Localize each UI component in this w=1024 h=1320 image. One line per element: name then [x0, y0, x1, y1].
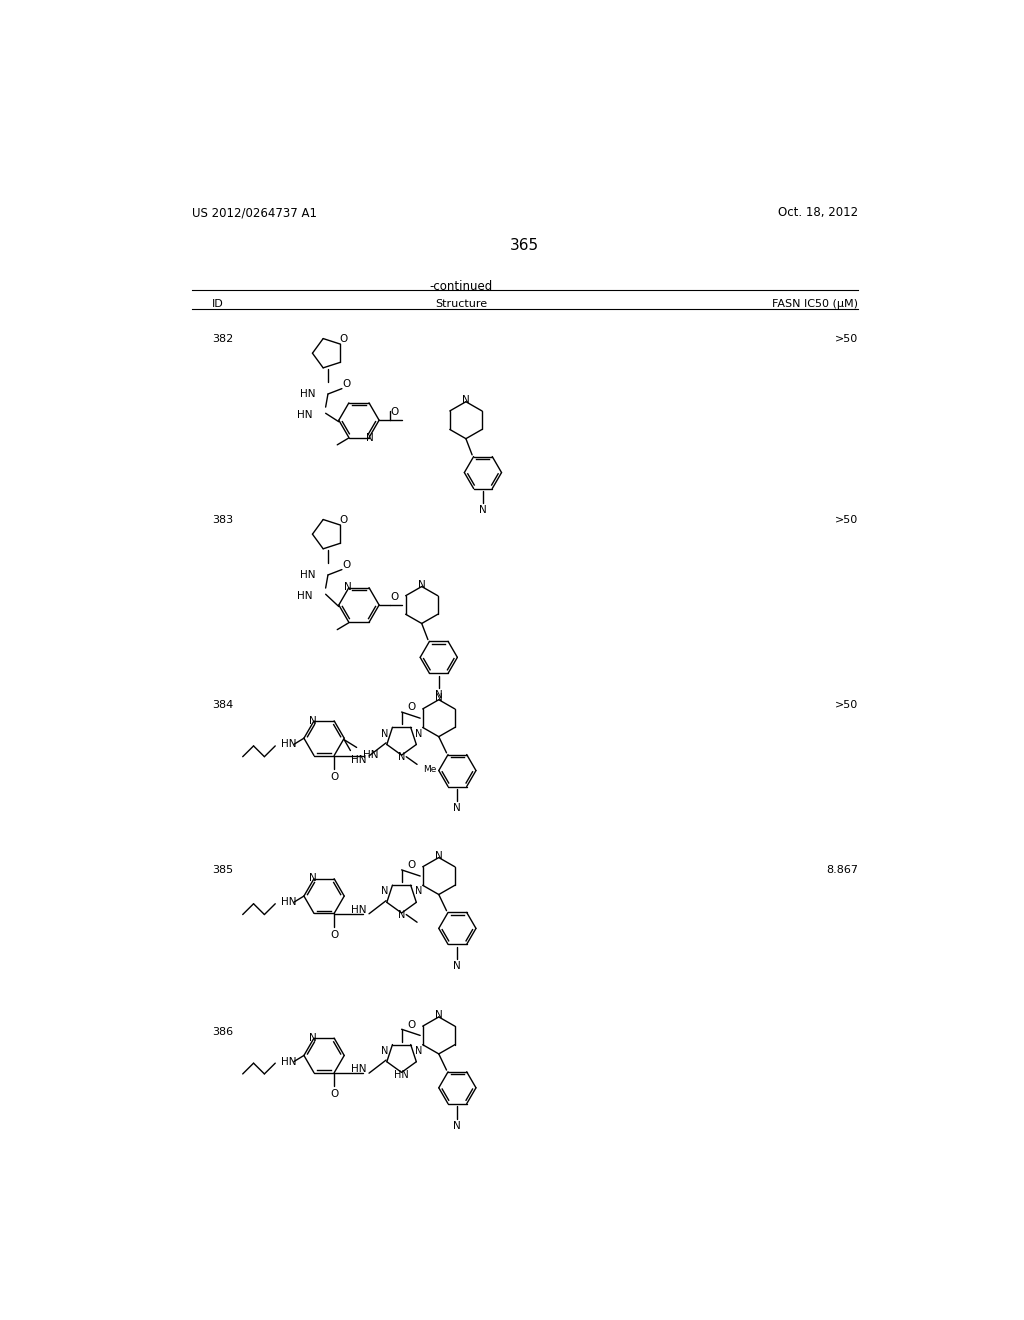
Text: N: N [398, 751, 406, 762]
Text: N: N [454, 1121, 461, 1130]
Text: HN: HN [351, 1064, 367, 1074]
Text: HN: HN [297, 409, 312, 420]
Text: HN: HN [351, 755, 367, 764]
Text: 8.867: 8.867 [826, 866, 858, 875]
Text: HN: HN [297, 591, 312, 601]
Text: 365: 365 [510, 238, 540, 252]
Text: O: O [390, 591, 398, 602]
Text: N: N [462, 395, 470, 405]
Text: O: O [339, 515, 347, 525]
Text: 384: 384 [212, 700, 232, 710]
Text: N: N [435, 1010, 442, 1020]
Text: HN: HN [282, 739, 297, 750]
Text: N: N [454, 804, 461, 813]
Text: FASN IC50 (μM): FASN IC50 (μM) [772, 298, 858, 309]
Text: N: N [418, 579, 426, 590]
Text: O: O [408, 702, 416, 713]
Text: 382: 382 [212, 334, 232, 345]
Text: N: N [479, 506, 486, 515]
Text: N: N [309, 1032, 317, 1043]
Text: N: N [381, 729, 388, 739]
Text: >50: >50 [835, 334, 858, 345]
Text: N: N [381, 887, 388, 896]
Text: ID: ID [212, 298, 223, 309]
Text: O: O [342, 560, 350, 570]
Text: N: N [309, 874, 317, 883]
Text: HN: HN [394, 1071, 409, 1081]
Text: N: N [435, 693, 442, 704]
Text: HN: HN [351, 906, 367, 915]
Text: O: O [408, 1019, 416, 1030]
Text: N: N [366, 433, 374, 444]
Text: >50: >50 [835, 515, 858, 525]
Text: HN: HN [362, 750, 378, 760]
Text: O: O [330, 772, 338, 781]
Text: HN: HN [282, 1056, 297, 1067]
Text: O: O [330, 1089, 338, 1100]
Text: 383: 383 [212, 515, 232, 525]
Text: N: N [381, 1045, 388, 1056]
Text: Me: Me [423, 764, 436, 774]
Text: N: N [415, 729, 422, 739]
Text: N: N [398, 909, 406, 920]
Text: 385: 385 [212, 866, 232, 875]
Text: -continued: -continued [430, 280, 493, 293]
Text: O: O [339, 334, 347, 345]
Text: O: O [408, 861, 416, 870]
Text: N: N [344, 582, 352, 593]
Text: N: N [435, 851, 442, 861]
Text: N: N [309, 715, 317, 726]
Text: >50: >50 [835, 700, 858, 710]
Text: O: O [342, 379, 350, 389]
Text: 386: 386 [212, 1027, 232, 1038]
Text: N: N [415, 1045, 422, 1056]
Text: HN: HN [300, 570, 315, 579]
Text: HN: HN [300, 389, 315, 399]
Text: O: O [330, 929, 338, 940]
Text: O: O [390, 407, 398, 417]
Text: N: N [415, 887, 422, 896]
Text: HN: HN [282, 898, 297, 907]
Text: N: N [435, 690, 442, 700]
Text: Oct. 18, 2012: Oct. 18, 2012 [778, 206, 858, 219]
Text: Structure: Structure [435, 298, 487, 309]
Text: N: N [454, 961, 461, 972]
Text: US 2012/0264737 A1: US 2012/0264737 A1 [191, 206, 316, 219]
